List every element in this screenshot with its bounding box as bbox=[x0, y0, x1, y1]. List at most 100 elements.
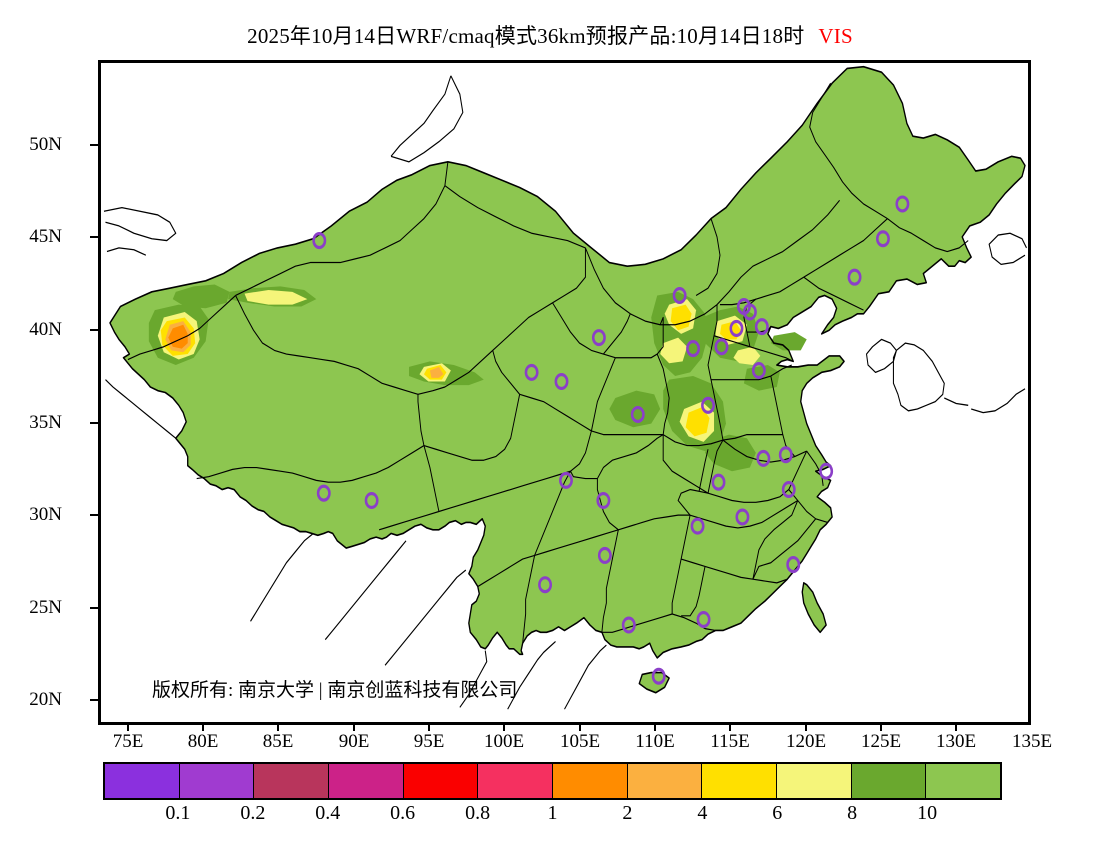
x-tick-mark bbox=[127, 723, 129, 731]
colorbar-tick-label: 0.4 bbox=[315, 802, 341, 824]
chart-title-variable: VIS bbox=[818, 24, 853, 48]
station-marker bbox=[751, 362, 766, 380]
station-marker bbox=[651, 667, 666, 685]
station-marker bbox=[819, 462, 834, 480]
x-tick-label: 130E bbox=[935, 731, 977, 752]
station-marker bbox=[554, 373, 569, 391]
station-marker bbox=[524, 363, 539, 381]
station-marker bbox=[690, 517, 705, 535]
neighbour-country-outlines bbox=[103, 75, 1027, 710]
colorbar-tick-label: 2 bbox=[622, 802, 633, 824]
station-marker bbox=[847, 268, 862, 286]
x-tick-mark bbox=[277, 723, 279, 731]
x-tick-mark bbox=[428, 723, 430, 731]
colorbar-segment bbox=[329, 764, 404, 798]
copyright-notice: 版权所有: 南京大学 | 南京创蓝科技有限公司 bbox=[152, 680, 518, 701]
x-tick-mark bbox=[654, 723, 656, 731]
y-tick-mark bbox=[90, 329, 98, 331]
y-tick-mark bbox=[90, 236, 98, 238]
station-marker bbox=[559, 471, 573, 489]
x-tick-mark bbox=[579, 723, 581, 731]
chart-title-main: 2025年10月14日WRF/cmaq模式36km预报产品:10月14日18时 bbox=[247, 24, 805, 48]
x-tick-mark bbox=[805, 723, 807, 731]
y-tick-label: 50N bbox=[29, 134, 62, 155]
y-tick-label: 35N bbox=[29, 412, 62, 433]
station-marker bbox=[895, 195, 910, 213]
station-marker bbox=[729, 319, 744, 337]
station-marker bbox=[701, 396, 715, 414]
y-tick-label: 25N bbox=[29, 597, 62, 618]
x-tick-label: 115E bbox=[710, 731, 750, 752]
province-boundaries bbox=[127, 82, 969, 644]
y-tick-mark bbox=[90, 422, 98, 424]
station-marker bbox=[778, 446, 793, 464]
x-tick-label: 120E bbox=[785, 731, 827, 752]
colorbar-segment bbox=[926, 764, 1001, 798]
x-tick-label: 125E bbox=[860, 731, 902, 752]
station-marker bbox=[686, 340, 701, 358]
map-plot-area bbox=[98, 60, 1031, 725]
x-tick-mark bbox=[202, 723, 204, 731]
station-marker bbox=[364, 491, 379, 510]
y-tick-label: 45N bbox=[29, 226, 62, 247]
colorbar-tick-label: 0.8 bbox=[465, 802, 491, 824]
y-tick-mark bbox=[90, 607, 98, 609]
chart-title: 2025年10月14日WRF/cmaq模式36km预报产品:10月14日18时 V… bbox=[0, 20, 1100, 50]
station-marker-layer bbox=[312, 195, 910, 685]
station-marker bbox=[538, 576, 553, 594]
station-marker bbox=[754, 318, 769, 336]
x-tick-label: 105E bbox=[559, 731, 601, 752]
station-marker bbox=[711, 473, 726, 491]
y-tick-mark bbox=[90, 514, 98, 516]
station-marker bbox=[781, 481, 796, 499]
station-marker bbox=[316, 484, 331, 502]
x-tick-label: 110E bbox=[635, 731, 675, 752]
colorbar-tick-label: 0.1 bbox=[165, 802, 191, 824]
x-tick-mark bbox=[353, 723, 355, 731]
y-tick-label: 40N bbox=[29, 319, 62, 340]
colorbar-tick-label: 1 bbox=[547, 802, 558, 824]
station-marker bbox=[591, 329, 606, 347]
colorbar-segment bbox=[851, 764, 927, 798]
colorbar-tick-label: 8 bbox=[847, 802, 858, 824]
station-marker bbox=[621, 616, 636, 634]
colorbar-tick-label: 4 bbox=[697, 802, 708, 824]
x-tick-label: 85E bbox=[262, 731, 294, 752]
station-marker bbox=[756, 449, 771, 467]
x-tick-label: 90E bbox=[338, 731, 370, 752]
colorbar-segment bbox=[403, 764, 479, 798]
colorbar-segment bbox=[105, 764, 180, 798]
y-tick-label: 30N bbox=[29, 504, 62, 525]
station-marker bbox=[786, 556, 801, 574]
x-tick-mark bbox=[503, 723, 505, 731]
station-marker bbox=[312, 232, 327, 250]
colorbar-tick-label: 6 bbox=[772, 802, 783, 824]
china-visibility-map bbox=[103, 65, 1027, 710]
station-marker bbox=[597, 546, 612, 564]
x-tick-mark bbox=[955, 723, 957, 731]
colorbar-tick-label: 0.2 bbox=[240, 802, 266, 824]
x-tick-label: 135E bbox=[1011, 731, 1053, 752]
x-tick-mark bbox=[880, 723, 882, 731]
x-tick-label: 100E bbox=[483, 731, 525, 752]
colorbar-segment bbox=[254, 764, 330, 798]
station-marker bbox=[672, 286, 687, 304]
station-marker bbox=[735, 508, 750, 526]
y-tick-label: 20N bbox=[29, 689, 62, 710]
colorbar-segment bbox=[179, 764, 255, 798]
x-tick-label: 95E bbox=[413, 731, 445, 752]
y-tick-mark bbox=[90, 699, 98, 701]
x-tick-label: 75E bbox=[112, 731, 144, 752]
colorbar-segment bbox=[702, 764, 778, 798]
colorbar bbox=[103, 762, 1002, 800]
colorbar-segment bbox=[777, 764, 852, 798]
station-marker bbox=[736, 297, 751, 315]
station-marker bbox=[630, 405, 645, 423]
colorbar-segment bbox=[627, 764, 703, 798]
colorbar-tick-label: 10 bbox=[917, 802, 938, 824]
station-marker bbox=[696, 610, 711, 629]
y-tick-mark bbox=[90, 144, 98, 146]
colorbar-segment bbox=[478, 764, 554, 798]
colorbar-tick-label: 0.6 bbox=[390, 802, 416, 824]
station-marker bbox=[596, 491, 611, 510]
